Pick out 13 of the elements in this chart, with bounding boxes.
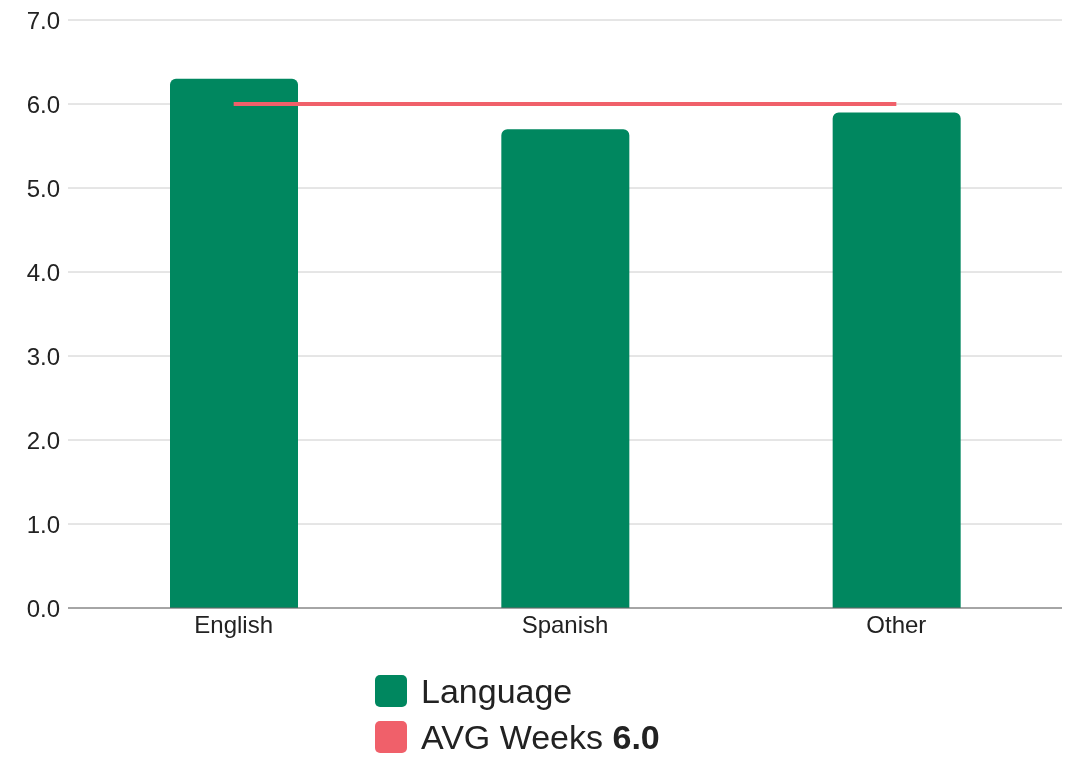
y-tick-label: 5.0	[26, 174, 60, 202]
x-tick-label: English	[194, 611, 274, 639]
y-tick-label: 4.0	[26, 258, 60, 286]
y-tick-label: 2.0	[26, 426, 60, 454]
y-tick-label: 0.0	[26, 594, 60, 622]
y-tick-label: 7.0	[26, 6, 60, 34]
legend-label: AVG Weeks 6.0	[421, 717, 660, 758]
legend-label: Language	[421, 671, 573, 712]
x-tick-label: Other	[866, 611, 927, 639]
y-tick-label: 6.0	[26, 90, 60, 118]
y-tick-label: 1.0	[26, 510, 60, 538]
y-tick-label: 3.0	[26, 342, 60, 370]
x-tick-label: Spanish	[521, 611, 609, 639]
